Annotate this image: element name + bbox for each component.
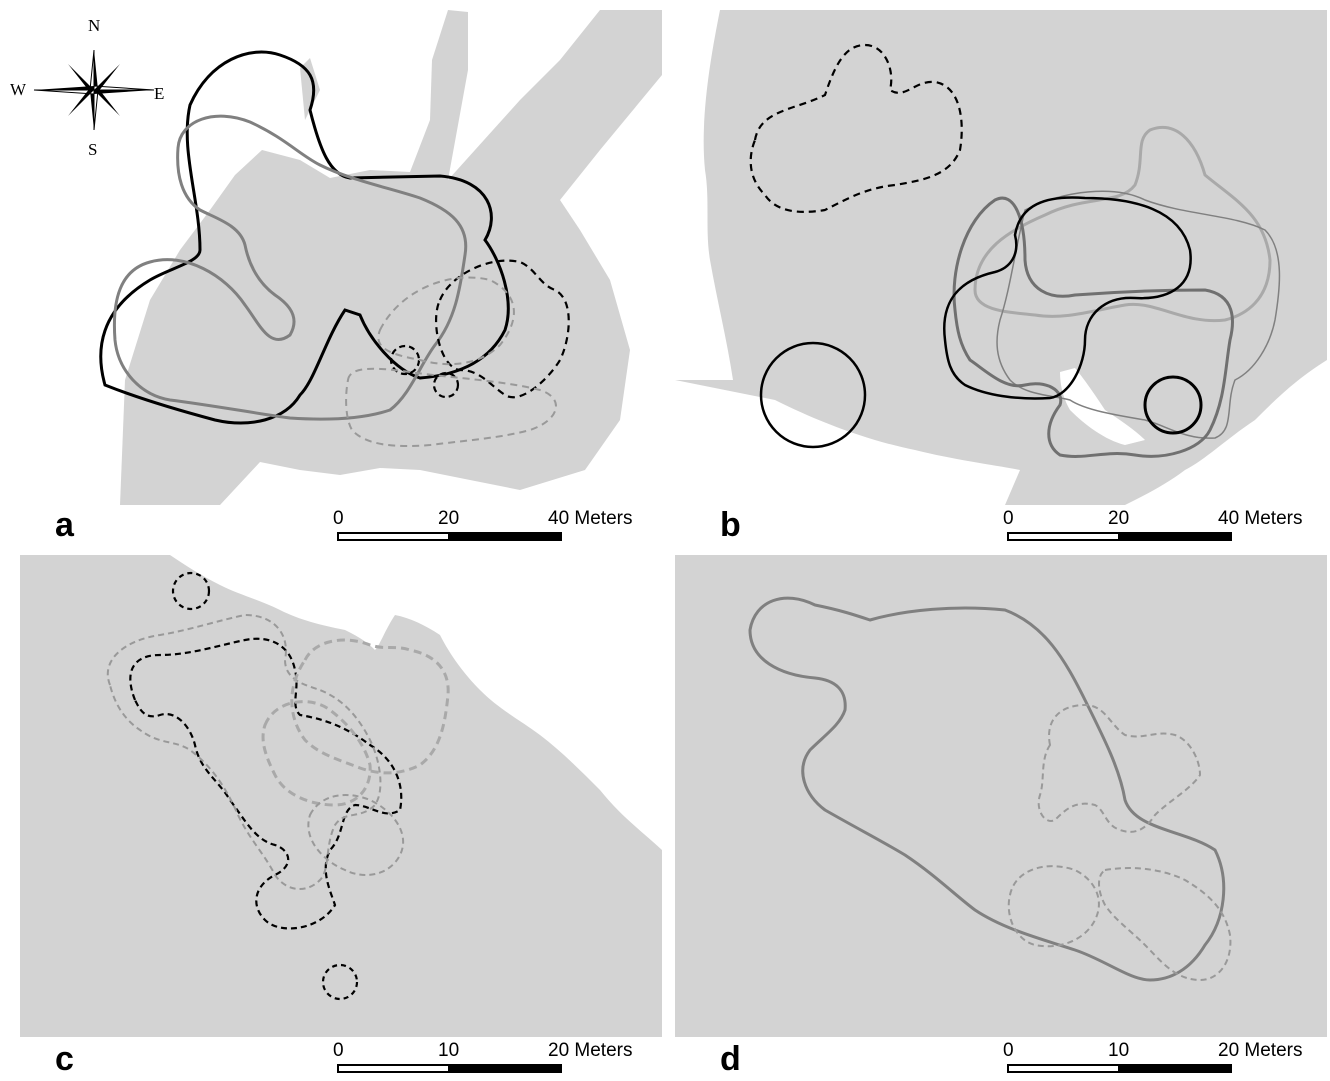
home-range-gray-dashed-2-d — [1007, 865, 1100, 948]
home-range-black-dashed-b — [749, 43, 963, 213]
scale-tick-0-c: 0 — [333, 1040, 344, 1061]
home-range-black-solid-b — [943, 196, 1192, 400]
map-c-svg — [20, 555, 662, 1037]
home-range-gray-dashed-2-c — [290, 638, 450, 775]
compass-south-label: S — [88, 140, 98, 159]
scale-bar-c: 0 10 20 Meters — [330, 1040, 632, 1080]
scale-tick-0-a: 0 — [333, 508, 344, 529]
map-a-svg — [99, 10, 662, 505]
home-range-black-dashed-a — [435, 259, 570, 399]
compass-west-label: W — [10, 80, 27, 99]
home-range-gray-dashed-1-d — [1037, 703, 1202, 833]
scale-segment-1-d — [1007, 1064, 1120, 1073]
home-range-dark-gray-b — [952, 196, 1234, 458]
compass-east-label: E — [154, 84, 165, 103]
scale-tick-1-b: 20 — [1108, 508, 1130, 529]
panel-label-a: a — [55, 506, 74, 544]
home-range-black-solid-a — [99, 50, 510, 425]
scale-tick-1-d: 10 — [1108, 1040, 1130, 1061]
land-strip-a — [300, 58, 320, 120]
panel-label-b: b — [720, 506, 741, 544]
home-range-light-gray-b — [973, 125, 1272, 323]
scale-tick-2-b: 40 Meters — [1218, 508, 1303, 529]
home-range-gray-dashed-a — [377, 276, 515, 366]
scale-tick-0-d: 0 — [1003, 1040, 1014, 1061]
scale-segment-2-d — [1118, 1064, 1232, 1073]
home-range-black-circle-b — [759, 341, 867, 449]
scale-segment-1-c — [337, 1064, 450, 1073]
scale-bar-b: 0 20 40 Meters — [1000, 508, 1302, 548]
compass-rose-icon — [33, 49, 155, 131]
home-range-gray-solid-a — [112, 114, 468, 421]
map-panel-c: c 0 10 20 Meters — [0, 550, 665, 1081]
scale-segment-1-b — [1007, 532, 1120, 541]
water-area-b-south — [675, 380, 1020, 505]
home-range-gray-dashed-main-c — [107, 613, 382, 890]
map-panel-a: N S W E a 0 20 40 Meters — [0, 0, 665, 550]
home-range-black-dashed-small-2-a — [432, 371, 460, 399]
map-panel-d: d 0 10 20 Meters — [665, 550, 1330, 1081]
map-b-svg — [675, 10, 1327, 505]
home-range-black-dashed-main-c — [129, 637, 403, 930]
scale-tick-2-d: 20 Meters — [1218, 1040, 1303, 1061]
compass-north-label: N — [88, 16, 101, 35]
water-area-c — [170, 555, 662, 850]
home-range-gray-dashed-4-c — [307, 794, 405, 876]
home-range-black-dashed-bottom-c — [321, 963, 359, 1001]
home-range-gray-solid-d — [748, 596, 1226, 982]
scale-tick-1-a: 20 — [438, 508, 460, 529]
land-area-a — [120, 10, 662, 505]
home-range-black-dashed-top-c — [171, 571, 211, 611]
scale-segment-2-b — [1118, 532, 1232, 541]
scale-bar-d: 0 10 20 Meters — [1000, 1040, 1302, 1080]
home-range-black-small-b — [1143, 375, 1203, 435]
scale-tick-1-c: 10 — [438, 1040, 460, 1061]
map-panel-b: b 0 20 40 Meters — [665, 0, 1330, 550]
home-range-thin-gray-b — [996, 190, 1281, 439]
scale-bar-a: 0 20 40 Meters — [330, 508, 632, 548]
compass-rose: N S W E — [6, 10, 166, 160]
scale-segment-2-c — [448, 1064, 562, 1073]
scale-tick-2-a: 40 Meters — [548, 508, 633, 529]
scale-tick-0-b: 0 — [1003, 508, 1014, 529]
water-area-b-west — [675, 10, 733, 380]
scale-segment-2-a — [448, 532, 562, 541]
scale-tick-2-c: 20 Meters — [548, 1040, 633, 1061]
home-range-gray-dashed-2-a — [345, 367, 557, 448]
land-area-d — [675, 555, 1327, 1037]
water-area-b-inlet — [1060, 368, 1145, 445]
map-d-svg — [675, 555, 1327, 1037]
panel-label-c: c — [55, 1040, 74, 1078]
home-range-gray-dashed-3-d — [1098, 867, 1232, 982]
scale-segment-1-a — [337, 532, 450, 541]
home-range-gray-dashed-3-c — [261, 700, 372, 807]
panel-label-d: d — [720, 1040, 741, 1078]
water-area-b-east — [1125, 360, 1327, 505]
